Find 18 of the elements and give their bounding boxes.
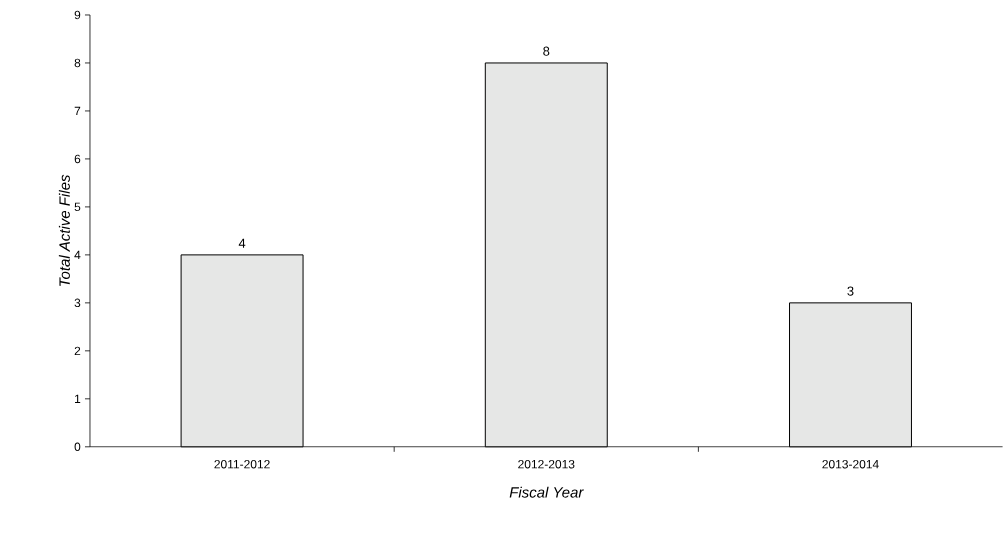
y-tick-label: 9 <box>74 10 81 20</box>
x-axis-title: Fiscal Year <box>509 486 584 498</box>
y-tick-label: 7 <box>74 106 81 116</box>
data-label: 8 <box>543 46 550 56</box>
y-tick-label: 3 <box>74 298 81 308</box>
y-axis-title: Total Active Files <box>58 174 70 287</box>
x-tick-label: 2011-2012 <box>214 460 270 469</box>
data-label: 4 <box>238 238 246 248</box>
x-tick-label: 2012-2013 <box>518 460 575 469</box>
y-tick-label: 5 <box>74 202 81 212</box>
y-tick-label: 0 <box>74 442 81 452</box>
y-tick-label: 8 <box>74 58 81 68</box>
x-tick-label: 2013-2014 <box>822 460 879 469</box>
y-tick-label: 1 <box>75 394 81 404</box>
y-tick-label: 2 <box>74 346 81 356</box>
y-tick-label: 4 <box>74 250 81 260</box>
data-label: 3 <box>847 286 854 296</box>
y-tick-label: 6 <box>74 154 81 164</box>
